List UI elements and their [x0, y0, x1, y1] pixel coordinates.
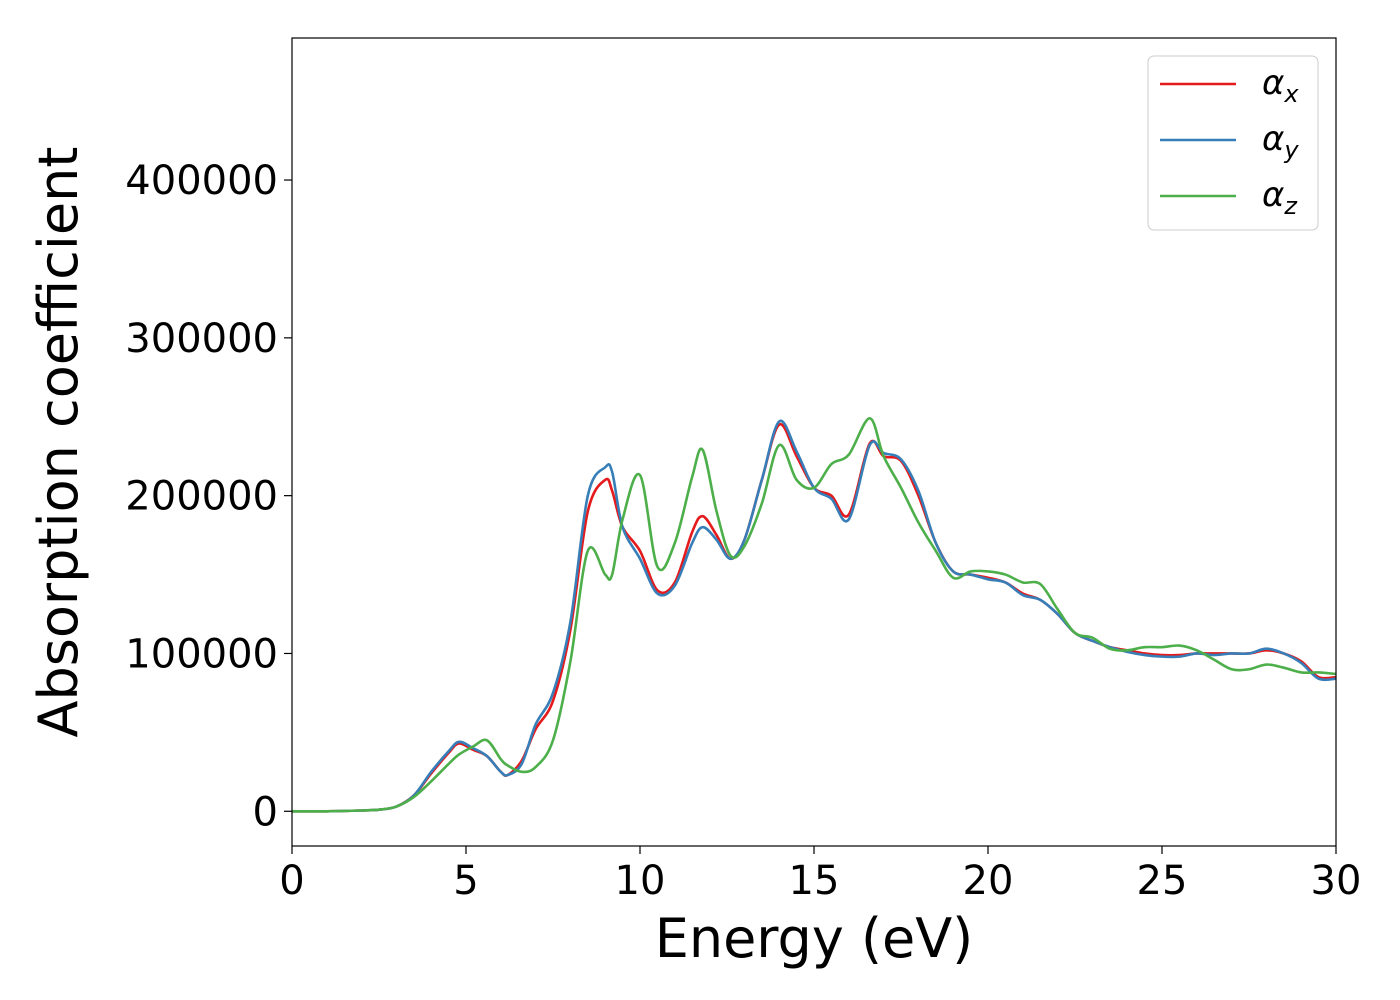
- x-tick-label: 15: [789, 858, 840, 904]
- x-axis-ticks: 0 5 10 15 20 25 30: [279, 846, 1361, 904]
- legend-label-y: αy: [1262, 119, 1299, 164]
- x-axis-label: Energy (eV): [655, 907, 974, 970]
- legend-box: [1147, 55, 1319, 231]
- legend-label-z: αz: [1262, 175, 1298, 220]
- series-line-x: [292, 423, 1336, 813]
- y-axis-ticks: 0 100000 200000 300000 400000: [125, 158, 292, 835]
- x-tick-label: 0: [279, 858, 304, 904]
- y-tick-label: 200000: [125, 474, 278, 520]
- x-tick-label: 10: [615, 858, 666, 904]
- y-tick-label: 0: [253, 789, 278, 835]
- series-layer: [292, 417, 1336, 813]
- legend: αx αy αz: [1147, 55, 1319, 231]
- legend-items: αx αy αz: [1160, 63, 1299, 220]
- series-line-z: [292, 417, 1336, 813]
- x-tick-label: 25: [1137, 858, 1188, 904]
- x-tick-label: 20: [963, 858, 1014, 904]
- series-line-y: [292, 419, 1336, 813]
- y-tick-label: 400000: [125, 158, 278, 204]
- x-tick-label: 30: [1311, 858, 1362, 904]
- x-tick-label: 5: [453, 858, 478, 904]
- y-tick-label: 100000: [125, 631, 278, 677]
- y-tick-label: 300000: [125, 316, 278, 362]
- legend-label-x: αx: [1262, 63, 1299, 108]
- y-axis-label: Absorption coefficient: [27, 147, 90, 738]
